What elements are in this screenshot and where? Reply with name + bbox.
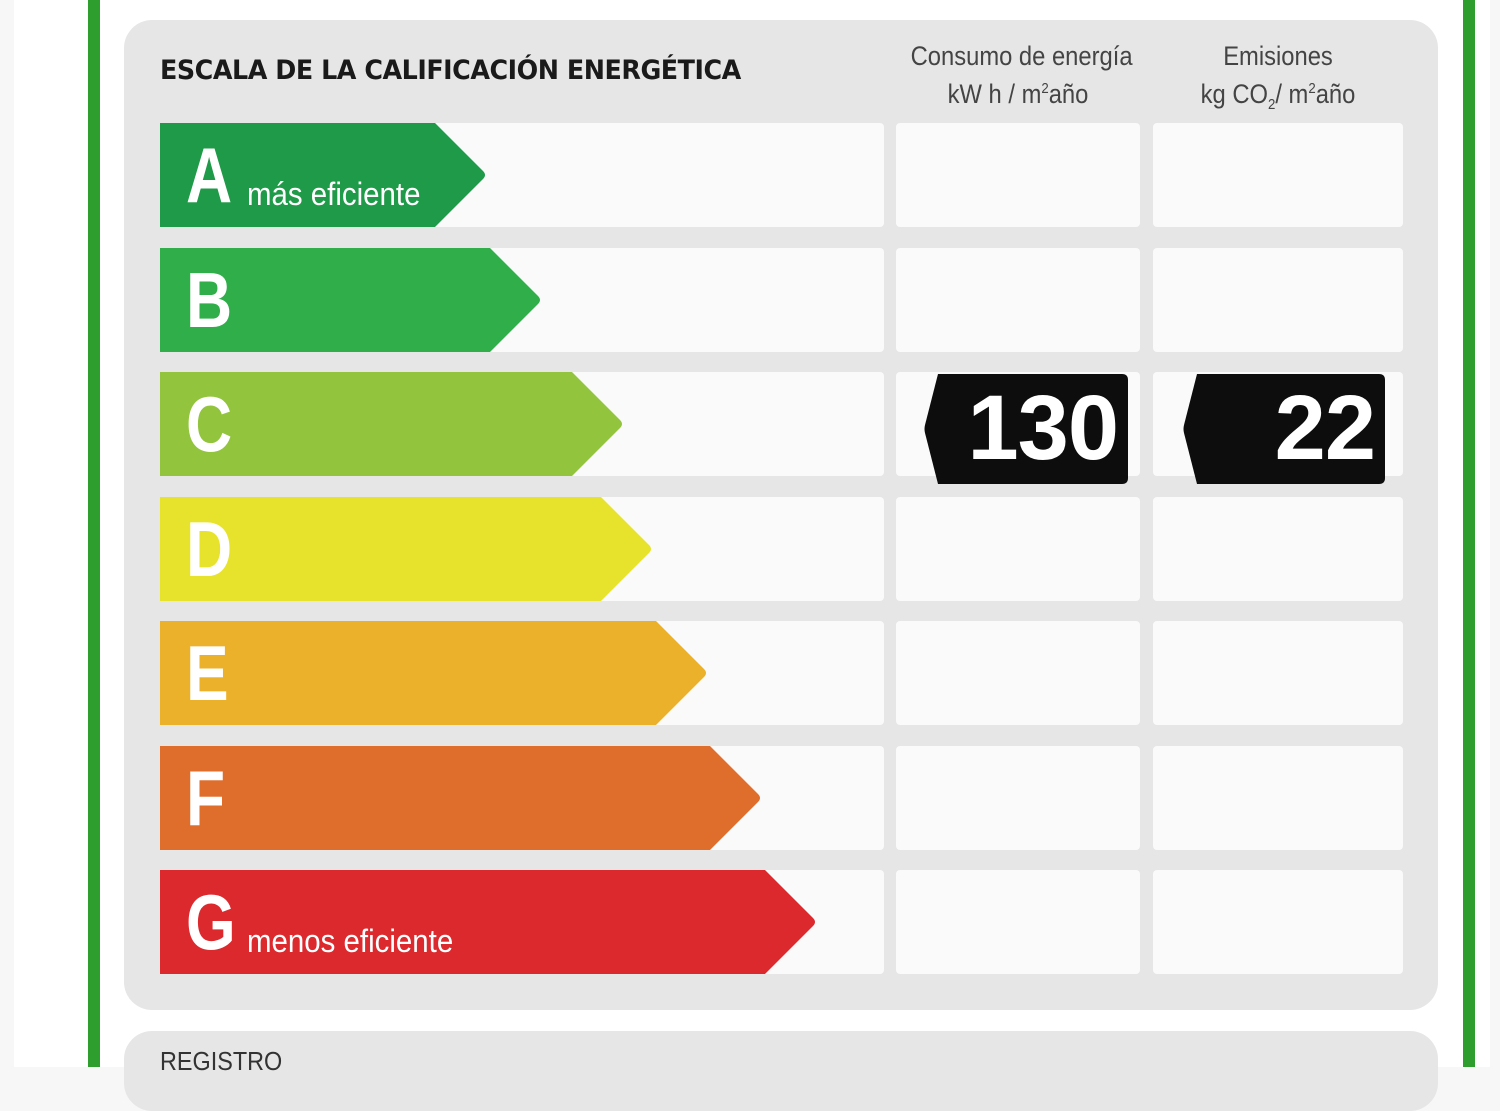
column-header-consumo: Consumo de energía kW h / m2año (910, 37, 1133, 113)
emisiones-value-tag: 22 (1183, 374, 1385, 484)
band-a-shape (160, 123, 485, 227)
registro-label: REGISTRO (160, 1046, 283, 1076)
band-b-letter: B (186, 256, 233, 344)
band-b-shape (160, 248, 540, 352)
row-b-emisiones-cell (1153, 248, 1403, 352)
band-f-letter: F (186, 754, 226, 842)
emisiones-header-unit: kg CO2/ m2año (1200, 79, 1356, 113)
row-d-emisiones-cell (1153, 497, 1403, 601)
band-b-arrow (160, 248, 540, 352)
consumo-value-text: 130 (967, 377, 1119, 479)
band-d-arrow (160, 497, 651, 601)
frame-right-border (1463, 0, 1475, 1067)
band-f-shape (160, 746, 760, 850)
band-g-shape (160, 870, 815, 974)
band-g-note: menos eficiente (247, 923, 454, 959)
band-g-letter: G (186, 878, 236, 966)
band-e-shape (160, 621, 706, 725)
band-f-arrow (160, 746, 760, 850)
band-e: E (160, 621, 708, 725)
consumo-value-tag: 130 (924, 374, 1128, 484)
row-f-emisiones-cell (1153, 746, 1403, 850)
row-f-consumo-cell (896, 746, 1140, 850)
emisiones-value-text: 22 (1274, 377, 1376, 479)
band-a-arrow (160, 123, 485, 227)
scale-title: ESCALA DE LA CALIFICACIÓN ENERGÉTICA (160, 55, 741, 86)
band-e-arrow (160, 621, 706, 725)
registro-panel (124, 1031, 1438, 1111)
band-b: B (160, 248, 542, 352)
band-c-arrow (160, 372, 622, 476)
row-e-emisiones-cell (1153, 621, 1403, 725)
band-f: F (160, 746, 762, 850)
band-d-letter: D (186, 505, 233, 593)
band-a-note: más eficiente (247, 176, 421, 212)
emisiones-header-title: Emisiones (1223, 41, 1333, 71)
band-c-letter: C (186, 380, 233, 468)
row-b-consumo-cell (896, 248, 1140, 352)
row-e-consumo-cell (896, 621, 1140, 725)
consumo-header-unit: kW h / m2año (947, 79, 1089, 109)
band-g-arrow (160, 870, 815, 974)
row-a-emisiones-cell (1153, 123, 1403, 227)
band-d-shape (160, 497, 651, 601)
band-c-shape (160, 372, 622, 476)
consumo-header-title: Consumo de energía (910, 41, 1133, 71)
band-e-letter: E (186, 629, 229, 717)
row-d-consumo-cell (896, 497, 1140, 601)
band-a-letter: A (186, 131, 233, 219)
consumo-value-tag-shape (924, 374, 1128, 484)
frame-left-border (88, 0, 100, 1067)
column-header-emisiones: Emisiones kg CO2/ m2año (1168, 37, 1388, 113)
row-g-consumo-cell (896, 870, 1140, 974)
band-c: C (160, 372, 624, 476)
row-a-consumo-cell (896, 123, 1140, 227)
emisiones-value-tag-shape (1183, 374, 1385, 484)
band-d: D (160, 497, 653, 601)
row-g-emisiones-cell (1153, 870, 1403, 974)
